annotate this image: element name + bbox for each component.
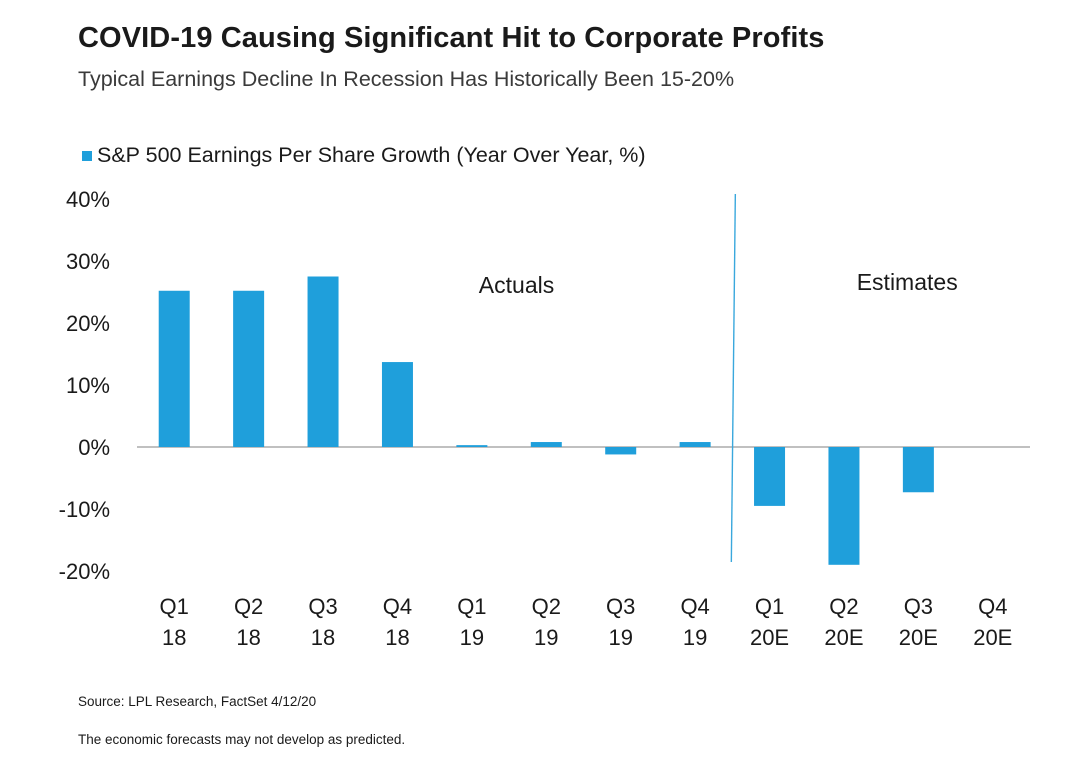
x-tick-label: Q2	[532, 594, 561, 619]
x-tick-label: Q4	[978, 594, 1007, 619]
x-tick-label: Q1	[160, 594, 189, 619]
x-tick-label: 19	[460, 625, 484, 650]
x-tick-label: Q3	[606, 594, 635, 619]
bar	[456, 445, 488, 447]
x-tick-label: 19	[534, 625, 558, 650]
chart-subtitle: Typical Earnings Decline In Recession Ha…	[78, 67, 735, 91]
x-tick-label: 20E	[750, 625, 789, 650]
x-tick-label: 20E	[899, 625, 938, 650]
y-tick-label: -10%	[59, 497, 110, 522]
bar	[679, 442, 711, 447]
x-tick-label: 18	[385, 625, 409, 650]
chart-title: COVID-19 Causing Significant Hit to Corp…	[78, 22, 825, 54]
legend-label: S&P 500 Earnings Per Share Growth (Year …	[97, 143, 646, 167]
bar	[233, 290, 265, 447]
x-tick-label: Q2	[234, 594, 263, 619]
x-tick-label: Q4	[383, 594, 412, 619]
bar	[605, 447, 637, 455]
chart-legend: S&P 500 Earnings Per Share Growth (Year …	[82, 143, 646, 168]
estimates-divider-line	[730, 193, 737, 563]
y-tick-label: 40%	[66, 187, 110, 212]
x-tick-label: 18	[311, 625, 335, 650]
disclaimer-note: The economic forecasts may not develop a…	[78, 732, 406, 747]
bar	[307, 276, 339, 447]
bar	[902, 447, 934, 493]
x-tick-label: 20E	[973, 625, 1012, 650]
x-tick-label: Q1	[755, 594, 784, 619]
bar	[381, 362, 413, 447]
y-tick-label: 10%	[66, 373, 110, 398]
x-tick-label: Q4	[680, 594, 709, 619]
x-tick-label: 19	[683, 625, 707, 650]
x-tick-label: 20E	[824, 625, 863, 650]
y-tick-label: 20%	[66, 311, 110, 336]
source-note: Source: LPL Research, FactSet 4/12/20	[78, 694, 317, 709]
x-tick-label: Q3	[308, 594, 337, 619]
annotation-estimates: Estimates	[857, 269, 958, 295]
bar	[158, 290, 190, 447]
x-tick-label: Q2	[829, 594, 858, 619]
x-tick-label: 19	[608, 625, 632, 650]
y-tick-label: -20%	[59, 559, 110, 584]
y-tick-label: 0%	[78, 435, 110, 460]
bar	[530, 442, 562, 447]
x-tick-label: 18	[162, 625, 186, 650]
legend-swatch	[82, 150, 92, 161]
x-tick-label: 18	[236, 625, 260, 650]
y-tick-label: 30%	[66, 249, 110, 274]
x-tick-label: Q3	[904, 594, 933, 619]
bar	[828, 447, 860, 565]
annotation-actuals: Actuals	[479, 272, 554, 298]
bar	[754, 447, 786, 506]
x-tick-label: Q1	[457, 594, 486, 619]
